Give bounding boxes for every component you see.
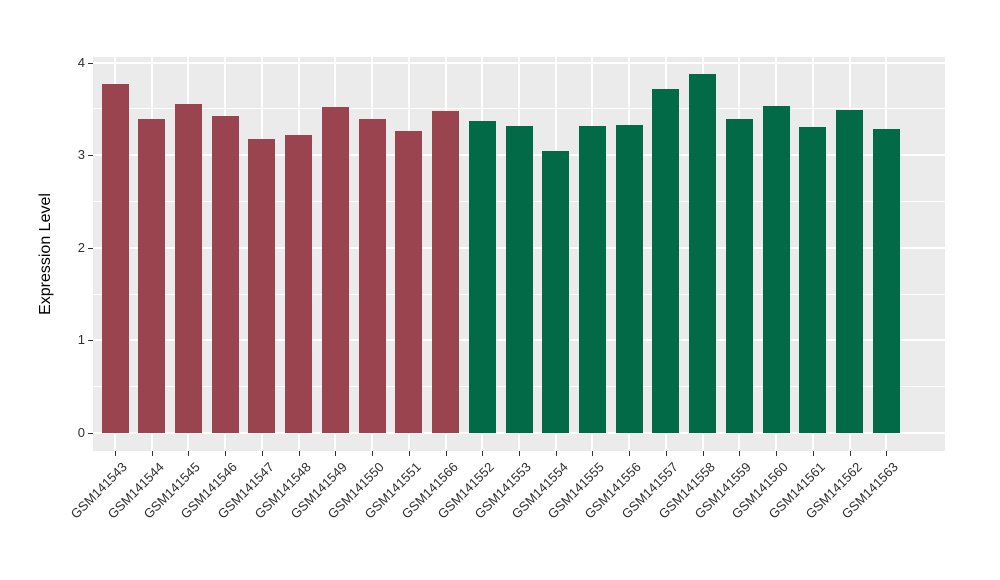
x-tick-mark	[408, 451, 410, 456]
x-tick-mark	[665, 451, 667, 456]
x-tick-mark	[298, 451, 300, 456]
y-tick-label: 4	[77, 54, 85, 70]
bar-gsm141547	[248, 138, 276, 433]
x-tick-mark	[151, 451, 153, 456]
x-tick-mark	[629, 451, 631, 456]
y-tick-mark	[88, 433, 93, 434]
bar-gsm141548	[285, 134, 313, 433]
y-tick-mark	[88, 340, 93, 342]
y-tick-mark	[88, 247, 93, 249]
bar-gsm141552	[468, 120, 496, 433]
x-tick-mark	[555, 451, 557, 456]
bar-gsm141555	[578, 126, 606, 433]
x-tick-mark	[372, 451, 374, 456]
bar-gsm141549	[321, 107, 349, 433]
bar-gsm141559	[725, 119, 753, 433]
bar-gsm141560	[762, 106, 790, 433]
plot-area	[93, 57, 945, 451]
bar-gsm141563	[872, 129, 900, 433]
bar-gsm141561	[799, 127, 827, 433]
bar-gsm141566	[432, 110, 460, 433]
x-tick-mark	[592, 451, 594, 456]
bar-gsm141553	[505, 125, 533, 433]
x-tick-mark	[335, 451, 337, 456]
x-tick-mark	[849, 451, 851, 456]
x-tick-mark	[702, 451, 704, 456]
y-axis-title: Expression Level	[37, 193, 54, 315]
x-tick-mark	[812, 451, 814, 456]
x-tick-mark	[886, 451, 888, 456]
bar-gsm141562	[836, 109, 864, 433]
bar-gsm141551	[395, 131, 423, 433]
x-tick-mark	[519, 451, 520, 456]
bar-gsm141557	[652, 89, 680, 433]
bar-gsm141545	[174, 104, 202, 433]
bar-gsm141543	[101, 83, 129, 433]
x-tick-mark	[188, 451, 190, 456]
bar-gsm141546	[211, 116, 239, 433]
y-tick-label: 0	[77, 425, 85, 440]
x-tick-mark	[482, 451, 484, 456]
x-tick-mark	[115, 451, 117, 456]
y-tick-mark	[88, 155, 93, 157]
x-tick-mark	[739, 451, 741, 456]
y-tick-label: 3	[77, 147, 85, 163]
x-tick-mark	[776, 451, 778, 456]
bar-gsm141554	[542, 150, 570, 433]
y-tick-label: 1	[77, 332, 85, 348]
x-tick-mark	[261, 451, 263, 456]
x-tick-mark	[445, 451, 447, 456]
bar-gsm141556	[615, 124, 643, 433]
x-tick-mark	[225, 451, 227, 456]
bar-gsm141550	[358, 119, 386, 433]
y-tick-mark	[88, 62, 93, 64]
bar-gsm141558	[689, 73, 717, 433]
bar-gsm141544	[138, 119, 166, 433]
y-tick-label: 2	[77, 239, 85, 255]
